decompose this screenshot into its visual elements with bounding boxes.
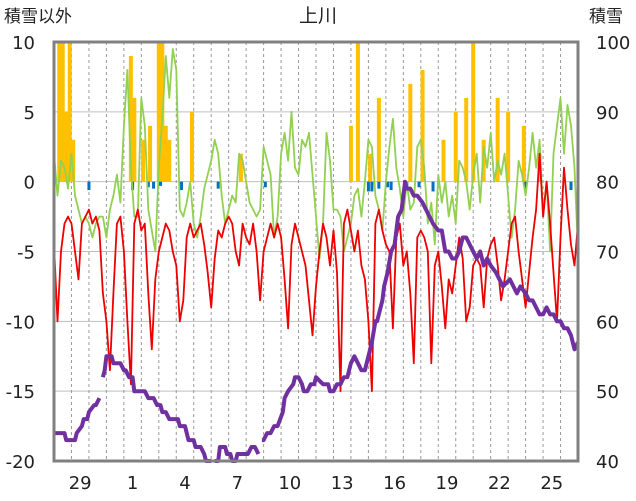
snowfall-bar xyxy=(189,111,194,182)
precip-bar xyxy=(569,181,573,191)
snowfall-bar xyxy=(441,139,446,182)
snowfall-bar xyxy=(506,111,511,182)
snowfall-bar xyxy=(132,97,137,182)
right-tick-label: 80 xyxy=(596,173,619,194)
right-tick-label: 50 xyxy=(596,382,619,403)
snow_depth-line-segment xyxy=(261,179,580,443)
snowfall-bar xyxy=(167,139,172,182)
snow_depth-line-segment xyxy=(100,354,212,463)
left-tick-label: -5 xyxy=(17,243,35,264)
temperature-line xyxy=(53,152,579,393)
snowfall-bar xyxy=(521,125,526,182)
snowfall-bar xyxy=(156,42,161,182)
snowfall-bar xyxy=(71,139,76,182)
right-tick-label: 70 xyxy=(596,243,619,264)
left-tick-label: -15 xyxy=(6,382,35,403)
x-tick-label: 1 xyxy=(127,473,138,494)
precip-bar xyxy=(389,181,393,191)
x-tick-label: 19 xyxy=(436,473,459,494)
snowfall-bar xyxy=(141,139,146,182)
snowfall-bar xyxy=(148,125,153,182)
x-tick-label: 29 xyxy=(69,473,92,494)
snowfall-bar xyxy=(238,153,243,182)
right-axis-label: 積雪 xyxy=(589,7,623,27)
plot-border xyxy=(52,40,580,463)
right-tick-label: 60 xyxy=(596,312,619,333)
x-tick-label: 22 xyxy=(488,473,511,494)
snowfall-bar xyxy=(368,153,373,182)
right-tick-label: 100 xyxy=(596,33,630,54)
snow_depth-line-segment xyxy=(54,397,102,443)
precip-bar xyxy=(524,181,528,189)
snowfall-bar xyxy=(348,125,353,182)
left-tick-label: 5 xyxy=(24,103,35,124)
precip-bar xyxy=(386,181,390,188)
chart-title: 上川 xyxy=(299,5,337,27)
left-tick-label: 0 xyxy=(24,173,35,194)
precip-bar xyxy=(180,181,184,191)
left-tick-label: 10 xyxy=(12,33,35,54)
snowfall-bar xyxy=(128,55,133,182)
x-tick-label: 7 xyxy=(232,473,243,494)
precip-bar xyxy=(216,181,220,189)
snowfall-bar xyxy=(355,42,360,182)
snowfall-bar xyxy=(57,42,62,182)
snowfall-bar xyxy=(495,97,500,182)
snowfall-bar xyxy=(453,111,458,182)
right-tick-label: 90 xyxy=(596,103,619,124)
snowfall-bar xyxy=(464,97,469,182)
snowfall-bar xyxy=(67,42,72,182)
precip-bar xyxy=(366,181,370,192)
snowfall-bar xyxy=(60,42,65,182)
snowfall-bar xyxy=(471,42,476,182)
x-tick-label: 4 xyxy=(179,473,190,494)
precip-bar xyxy=(377,181,381,189)
precip-bar xyxy=(370,181,374,192)
left-tick-label: -20 xyxy=(6,452,35,473)
left-tick-label: -10 xyxy=(6,312,35,333)
gridlines xyxy=(54,41,578,462)
line-series xyxy=(53,48,580,463)
precip-bar xyxy=(263,181,267,188)
precip-bar xyxy=(146,181,150,188)
snowfall-bar xyxy=(376,97,381,182)
precip-bar xyxy=(87,181,91,191)
precip-bar xyxy=(159,181,163,186)
plot-frame xyxy=(52,40,580,463)
x-tick-label: 10 xyxy=(278,473,301,494)
x-tick-label: 16 xyxy=(383,473,406,494)
wind-line xyxy=(53,48,579,260)
precip-bar xyxy=(417,181,421,188)
left-axis-label: 積雪以外 xyxy=(4,7,72,27)
snowfall-bar xyxy=(420,69,425,182)
precip-bar xyxy=(152,181,156,189)
right-tick-label: 40 xyxy=(596,452,619,473)
precip-bar xyxy=(431,181,435,192)
snowfall-bar xyxy=(163,125,168,182)
snowfall-bar xyxy=(64,111,69,182)
x-tick-label: 13 xyxy=(331,473,354,494)
snowfall-bar xyxy=(408,83,413,182)
x-tick-label: 25 xyxy=(540,473,563,494)
